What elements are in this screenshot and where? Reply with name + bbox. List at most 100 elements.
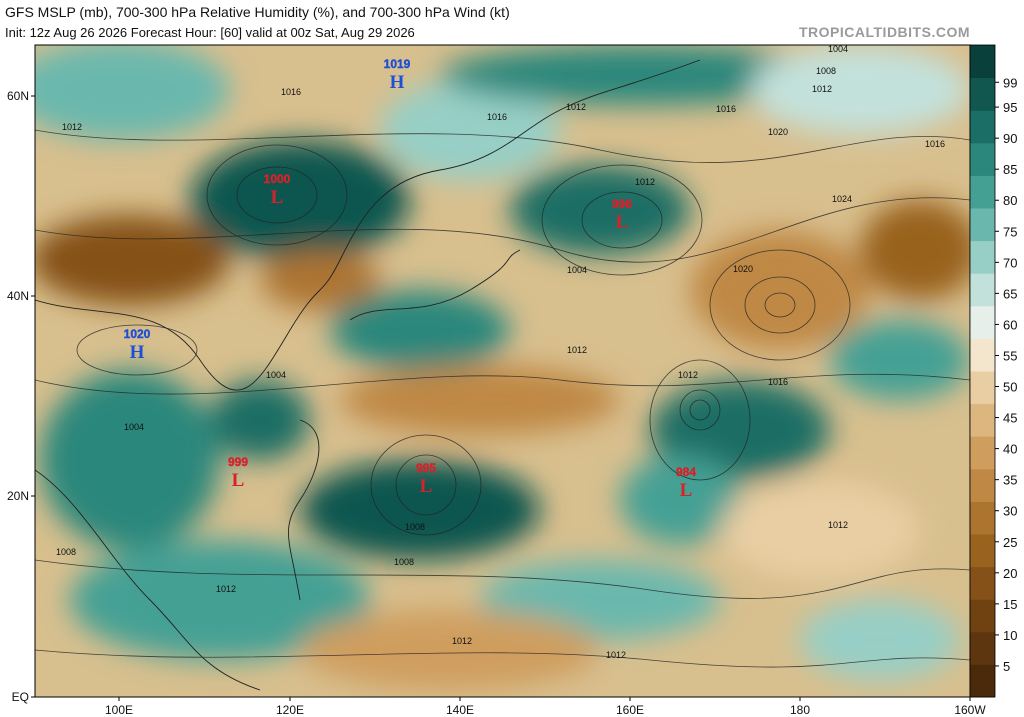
colorbar-label: 45 [1003,411,1017,426]
colorbar-band [970,175,995,209]
center-pressure: 1019 [384,57,411,71]
center-type: L [616,212,629,233]
isobar-label: 1012 [828,520,848,530]
isobar-label: 1004 [124,422,144,432]
isobar-label: 1004 [828,44,848,54]
center-pressure: 995 [416,461,436,475]
center-pressure: 984 [676,465,696,479]
isobar-label: 1008 [816,66,836,76]
isobar-label: 1020 [733,264,753,274]
isobar-label: 1012 [216,584,236,594]
isobar-label: 1024 [832,194,852,204]
colorbar-label: 99 [1003,75,1017,90]
lon-label: 160W [954,703,986,717]
isobar-label: 1020 [768,127,788,137]
center-type: H [130,342,145,363]
colorbar-band [970,534,995,568]
colorbar-label: 75 [1003,224,1017,239]
colorbar-band [970,142,995,176]
colorbar-band [970,45,995,79]
colorbar: 5 10 15 20 25 30 35 40 45 50 55 60 65 70 75 80 85 90 95 99 [969,44,1017,698]
colorbar-label: 80 [1003,193,1017,208]
isobar-label: 1012 [566,102,586,112]
lat-label: EQ [12,690,29,704]
lon-label: 120E [276,703,304,717]
isobar-label: 1016 [716,104,736,114]
subtitle: Init: 12z Aug 26 2026 Forecast Hour: [60… [5,25,415,40]
isobar-label: 1012 [567,345,587,355]
lon-label: 180 [790,703,810,717]
isobar-label: 1012 [62,122,82,132]
isobar-label: 1012 [678,370,698,380]
colorbar-label: 10 [1003,628,1017,643]
isobar-label: 1008 [394,557,414,567]
colorbar-band [970,240,995,274]
colorbar-label: 70 [1003,255,1017,270]
colorbar-label: 25 [1003,535,1017,550]
colorbar-band [970,468,995,502]
colorbar-label: 40 [1003,442,1017,457]
isobar-labels: 1004 1008 1012 1012 1016 1016 1020 1024 1012 1016… [56,44,945,660]
lon-label: 140E [446,703,474,717]
colorbar-label: 5 [1003,659,1010,674]
isobar-label: 1016 [281,87,301,97]
lon-label: 100E [105,703,133,717]
colorbar-band [970,631,995,665]
isobar-label: 1008 [56,547,76,557]
lat-label: 20N [7,489,29,503]
lon-label: 160E [616,703,644,717]
colorbar-band [970,403,995,437]
center-type: H [390,72,405,93]
isobar-label: 1016 [925,139,945,149]
center-type: L [420,476,433,497]
colorbar-band [970,566,995,600]
isobars [35,129,970,668]
humidity-field [35,45,970,697]
isobar-label: 1008 [405,522,425,532]
colorbar-label: 65 [1003,286,1017,301]
isobar-label: 1004 [567,265,587,275]
colorbar-band [970,664,995,698]
lat-label: 40N [7,289,29,303]
watermark: TROPICALTIDBITS.COM [799,24,970,40]
colorbar-band [970,305,995,339]
isobar-label: 1012 [635,177,655,187]
lat-label: 60N [7,89,29,103]
colorbar-label: 20 [1003,566,1017,581]
isobar-label: 1004 [266,370,286,380]
colorbar-band [970,77,995,111]
colorbar-band [970,208,995,242]
colorbar-band [970,273,995,307]
isobar-label: 1012 [452,636,472,646]
colorbar-band [970,338,995,372]
colorbar-label: 55 [1003,348,1017,363]
colorbar-band [970,501,995,535]
center-pressure: 1000 [264,172,291,186]
colorbar-band [970,110,995,144]
isobar-label: 1016 [768,377,788,387]
colorbar-label: 85 [1003,162,1017,177]
colorbar-band [970,436,995,470]
center-pressure: 999 [228,455,248,469]
colorbar-label: 15 [1003,597,1017,612]
colorbar-label: 50 [1003,380,1017,395]
colorbar-band [970,371,995,405]
center-type: L [680,480,693,501]
center-type: L [271,187,284,208]
center-type: L [232,470,245,491]
center-pressure: 1020 [124,327,151,341]
colorbar-band [970,599,995,633]
title: GFS MSLP (mb), 700-300 hPa Relative Humi… [5,4,510,20]
isobar-label: 1012 [606,650,626,660]
isobar-label: 1012 [812,84,832,94]
colorbar-frame [969,44,996,698]
colorbar-label: 90 [1003,131,1017,146]
colorbar-label: 95 [1003,100,1017,115]
coastlines [35,59,701,691]
map-axes: 100E 120E 140E 160E 180 160W 60N 40N 20N EQ [7,89,986,717]
colorbar-label: 60 [1003,317,1017,332]
colorbar-label: 30 [1003,504,1017,519]
